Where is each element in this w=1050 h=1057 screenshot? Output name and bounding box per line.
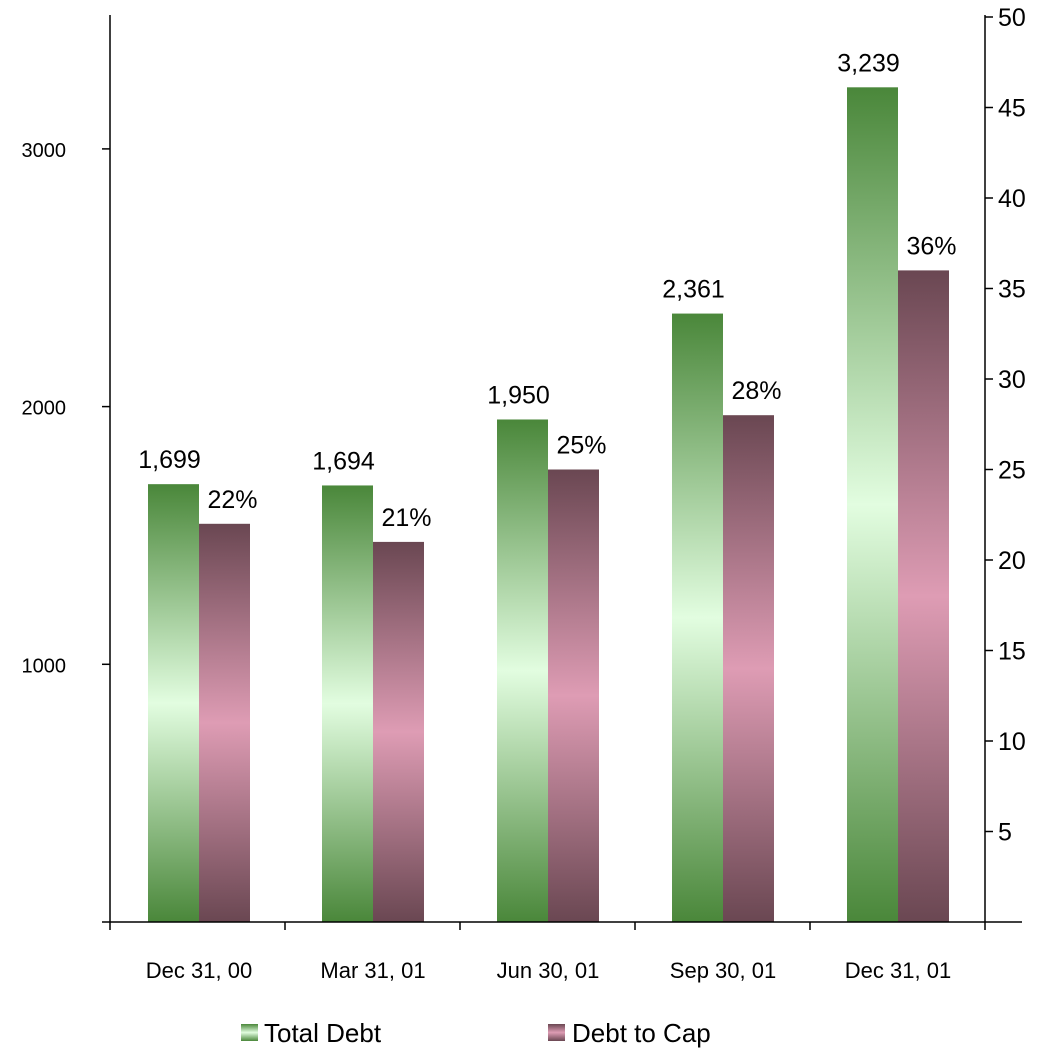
x-tick-label: Sep 30, 01 — [670, 958, 776, 983]
bar-total-debt-sep-30-01 — [672, 313, 723, 922]
legend-label-total-debt: Total Debt — [264, 1018, 382, 1048]
bar-total-debt-dec-31-00 — [148, 484, 199, 922]
data-label-debt-to-cap: 25% — [556, 432, 606, 460]
y-right-tick-label: 40 — [998, 185, 1026, 213]
y-right-tick-label: 20 — [998, 547, 1026, 575]
y-left-tick-label: 2000 — [22, 398, 67, 420]
y-right-tick-label: 25 — [998, 457, 1026, 485]
data-label-debt-to-cap: 21% — [381, 504, 431, 532]
bar-debt-to-cap-mar-31-01 — [373, 541, 424, 922]
data-label-total-debt: 3,239 — [837, 49, 900, 77]
legend: Total Debt Debt to Cap — [241, 1018, 711, 1048]
y-right-tick-label: 35 — [998, 276, 1026, 304]
y-right-tick-label: 15 — [998, 638, 1026, 666]
data-label-total-debt: 2,361 — [662, 276, 725, 304]
x-tick-label: Dec 31, 00 — [146, 958, 252, 983]
x-tick-label: Jun 30, 01 — [497, 958, 600, 983]
data-label-debt-to-cap: 22% — [207, 486, 257, 514]
y-left-tick-label: 3000 — [22, 140, 67, 162]
bar-debt-to-cap-jun-30-01 — [548, 469, 599, 922]
y-right-tick-label: 50 — [998, 4, 1026, 32]
y-right-tick-label: 10 — [998, 728, 1026, 756]
legend-item-debt-to-cap[interactable]: Debt to Cap — [548, 1018, 711, 1048]
axis-ticks: Dec 31, 00 Mar 31, 01 Jun 30, 01 Sep 30, 01… — [22, 4, 1026, 983]
bar-total-debt-dec-31-01 — [847, 87, 898, 923]
data-label-debt-to-cap: 36% — [906, 232, 956, 260]
bar-debt-to-cap-dec-31-00 — [199, 523, 250, 922]
data-label-total-debt: 1,694 — [312, 447, 375, 475]
legend-swatch-total-debt — [241, 1024, 258, 1041]
bar-total-debt-mar-31-01 — [322, 485, 373, 922]
y-right-tick-label: 5 — [998, 819, 1012, 847]
bar-total-debt-jun-30-01 — [497, 419, 548, 922]
legend-label-debt-to-cap: Debt to Cap — [572, 1018, 711, 1048]
y-right-tick-label: 30 — [998, 366, 1026, 394]
data-label-debt-to-cap: 28% — [731, 377, 781, 405]
legend-item-total-debt[interactable]: Total Debt — [241, 1018, 382, 1048]
legend-swatch-debt-to-cap — [548, 1024, 565, 1041]
bar-debt-to-cap-sep-30-01 — [723, 415, 774, 922]
data-label-total-debt: 1,699 — [138, 446, 201, 474]
x-tick-label: Mar 31, 01 — [320, 958, 425, 983]
x-tick-label: Dec 31, 01 — [845, 958, 951, 983]
bar-debt-to-cap-dec-31-01 — [898, 270, 949, 922]
y-left-tick-label: 1000 — [22, 655, 67, 677]
y-right-tick-label: 45 — [998, 95, 1026, 123]
data-label-total-debt: 1,950 — [487, 381, 550, 409]
